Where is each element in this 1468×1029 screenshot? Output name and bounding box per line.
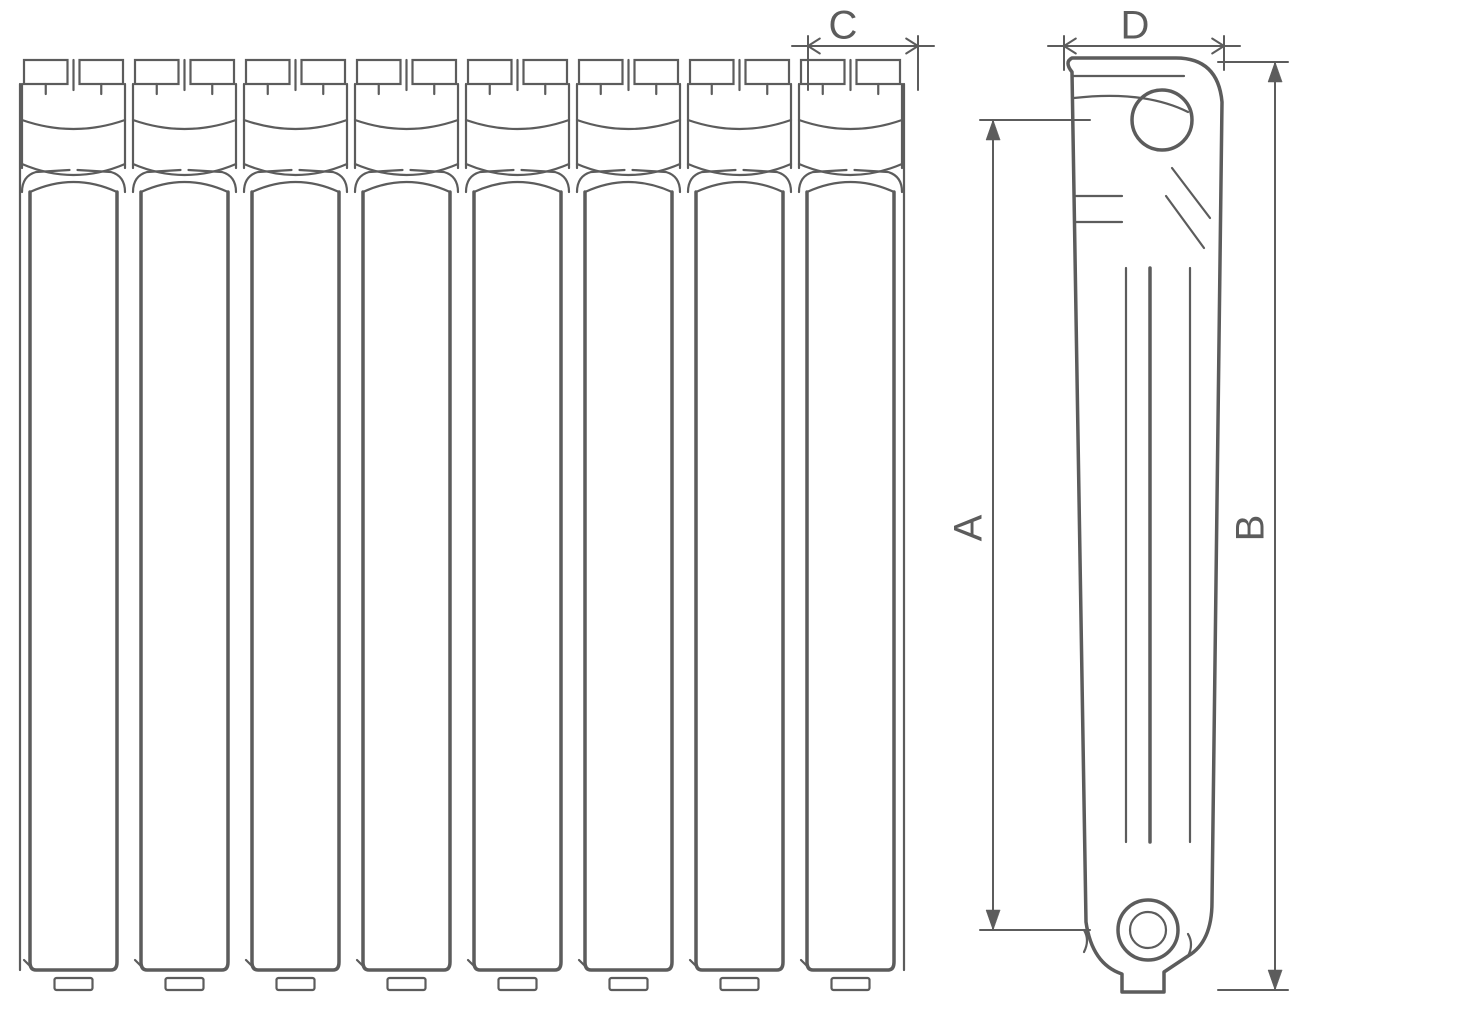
dim-label-c: C <box>829 4 858 48</box>
dim-label-a: A <box>947 514 991 541</box>
dim-label-d: D <box>1121 4 1150 48</box>
front-view <box>20 60 904 990</box>
dim-label-b: B <box>1229 515 1273 542</box>
side-view <box>1068 58 1222 992</box>
